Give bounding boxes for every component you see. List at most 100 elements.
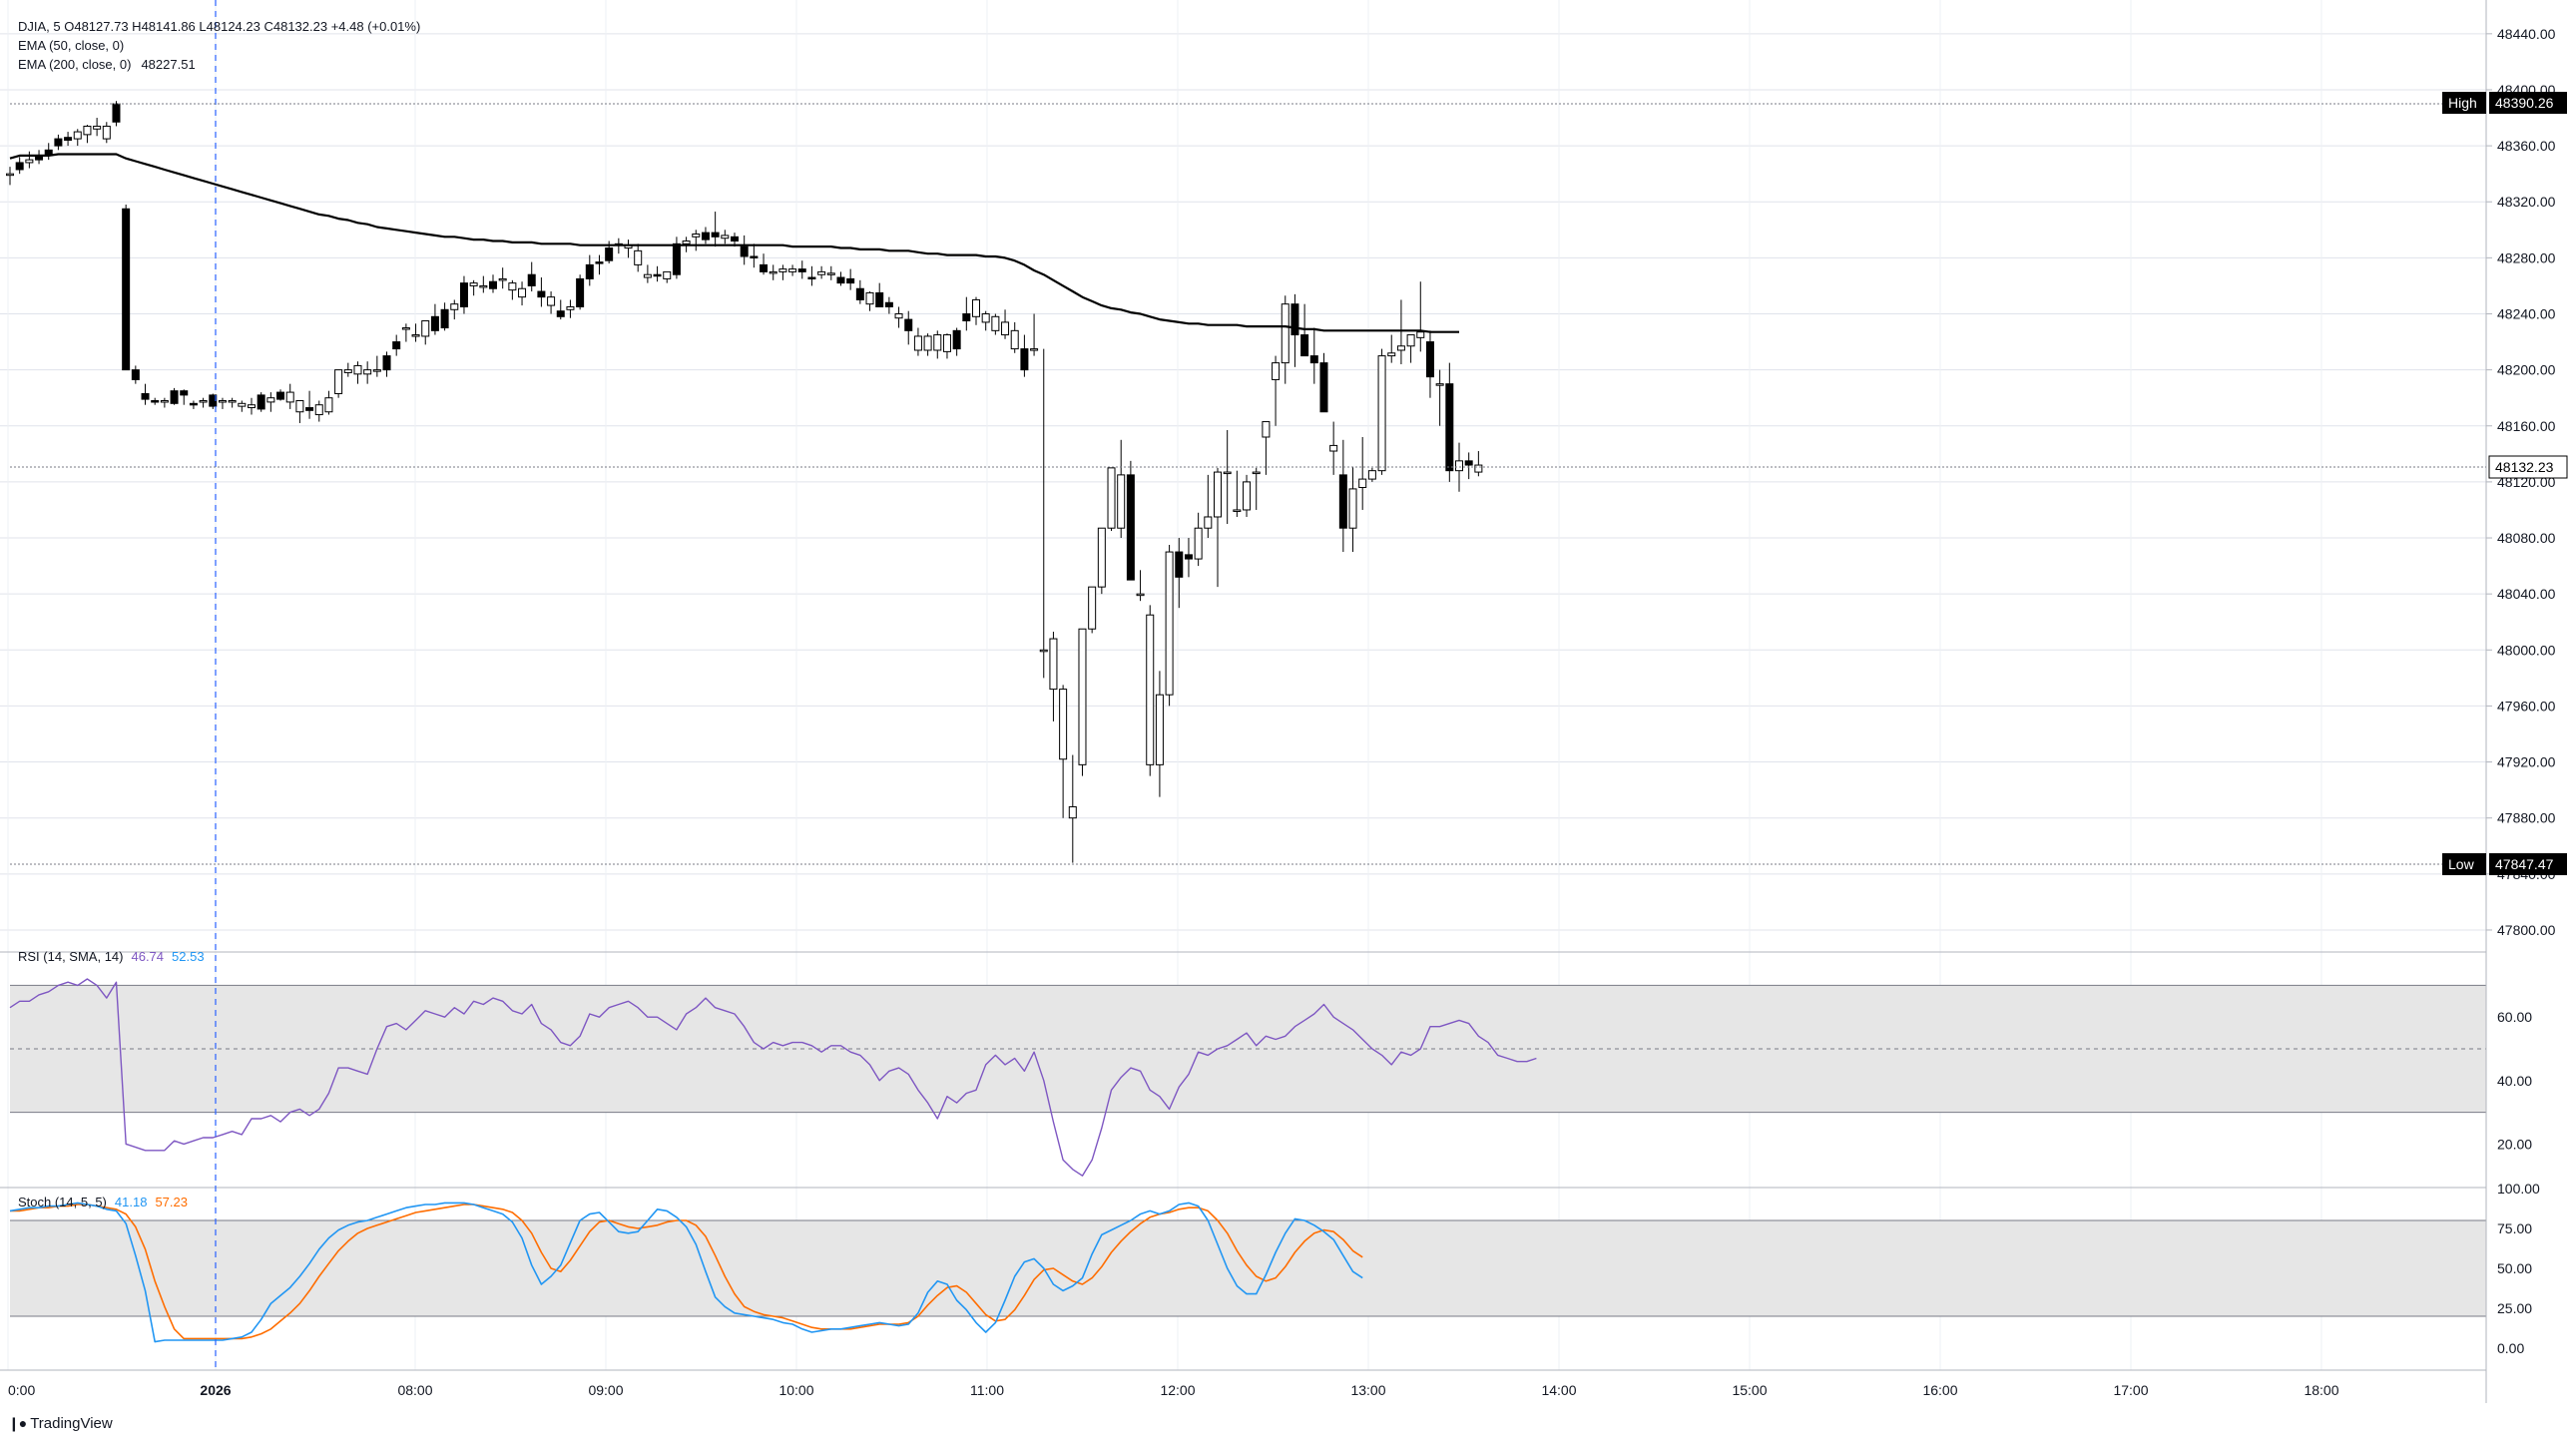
candle-body bbox=[1049, 638, 1058, 691]
candle-body bbox=[643, 273, 652, 278]
high-value: 48390.26 bbox=[2495, 95, 2554, 111]
candle-body bbox=[653, 273, 662, 277]
stoch-tick-label: 50.00 bbox=[2497, 1260, 2532, 1276]
candle-body bbox=[769, 270, 777, 274]
candle-body bbox=[1329, 444, 1338, 452]
candle-body bbox=[1262, 421, 1271, 438]
rsi-label: RSI (14, SMA, 14) 46.74 52.53 bbox=[18, 949, 205, 964]
candle-body bbox=[1126, 474, 1135, 581]
candle-body bbox=[295, 400, 304, 413]
price-tick-label: 48320.00 bbox=[2497, 194, 2556, 210]
candle-body bbox=[875, 291, 884, 307]
candle-body bbox=[760, 263, 769, 272]
candle-body bbox=[1358, 478, 1367, 489]
candle-body bbox=[1233, 509, 1242, 512]
candle-body bbox=[1300, 334, 1309, 357]
stoch-tick-label: 0.00 bbox=[2497, 1340, 2524, 1356]
candle-body bbox=[595, 261, 604, 264]
candle-body bbox=[1464, 460, 1473, 466]
candle-body bbox=[585, 263, 594, 279]
candle-body bbox=[518, 287, 527, 298]
candle-body bbox=[634, 249, 643, 265]
time-tick-label: 15:00 bbox=[1732, 1382, 1767, 1398]
candle-body bbox=[131, 369, 140, 380]
candle-body bbox=[102, 125, 111, 140]
candle-body bbox=[1078, 628, 1087, 765]
candle-body bbox=[807, 276, 816, 280]
time-tick-label: 2026 bbox=[200, 1382, 231, 1398]
candle-body bbox=[750, 255, 759, 258]
candle-body bbox=[711, 232, 720, 238]
candle-body bbox=[440, 308, 449, 329]
candle-body bbox=[1136, 593, 1145, 597]
candle-body bbox=[1455, 460, 1463, 472]
brand-name: TradingView bbox=[30, 1415, 113, 1432]
candle-body bbox=[1107, 467, 1116, 529]
time-tick-label: 16:00 bbox=[1922, 1382, 1957, 1398]
candle-body bbox=[1068, 805, 1077, 819]
time-tick-label: 0:00 bbox=[8, 1382, 35, 1398]
price-tick-label: 47880.00 bbox=[2497, 810, 2556, 826]
candle-body bbox=[1387, 352, 1396, 357]
grid-lines bbox=[0, 0, 2486, 1370]
rsi-line bbox=[9, 978, 1537, 1177]
candle-body bbox=[1416, 331, 1425, 338]
stoch-k-line bbox=[9, 1202, 1363, 1343]
candle-body bbox=[122, 208, 131, 371]
candle-body bbox=[788, 268, 797, 272]
candle-body bbox=[238, 402, 247, 407]
stoch-tick-label: 75.00 bbox=[2497, 1220, 2532, 1236]
candle-body bbox=[942, 334, 951, 352]
candle-body bbox=[93, 125, 102, 130]
candle-body bbox=[1146, 614, 1155, 765]
price-tick-label: 48160.00 bbox=[2497, 418, 2556, 434]
rsi-tick-label: 20.00 bbox=[2497, 1136, 2532, 1152]
candle-body bbox=[6, 173, 14, 177]
candle-body bbox=[1290, 303, 1299, 336]
candle-body bbox=[981, 312, 990, 323]
candle-body bbox=[228, 400, 237, 403]
candle-body bbox=[401, 327, 410, 330]
candle-body bbox=[1010, 329, 1019, 350]
candle-body bbox=[1097, 527, 1106, 588]
candle-body bbox=[1319, 362, 1328, 413]
candle-body bbox=[566, 305, 575, 310]
price-tick-label: 48200.00 bbox=[2497, 362, 2556, 378]
candle-body bbox=[527, 273, 536, 286]
candle-body bbox=[972, 298, 980, 317]
candle-body bbox=[1039, 649, 1048, 653]
ema200-line bbox=[9, 153, 1459, 333]
candle-body bbox=[83, 125, 92, 136]
candle-body bbox=[1184, 554, 1193, 560]
time-tick-label: 13:00 bbox=[1350, 1382, 1385, 1398]
candle-body bbox=[334, 369, 343, 394]
candle-body bbox=[343, 369, 352, 373]
candle-body bbox=[855, 287, 864, 300]
rsi-tick-label: 40.00 bbox=[2497, 1073, 2532, 1089]
low-value: 47847.47 bbox=[2495, 856, 2554, 872]
candle-body bbox=[817, 270, 826, 275]
candle-body bbox=[1059, 689, 1068, 760]
candle-body bbox=[324, 397, 333, 413]
candle-body bbox=[209, 394, 218, 407]
candle-body bbox=[353, 364, 362, 375]
tradingview-brand[interactable]: ❙● TradingView bbox=[8, 1415, 113, 1432]
time-tick-label: 11:00 bbox=[970, 1382, 1004, 1398]
candle-body bbox=[498, 277, 507, 281]
price-tick-label: 48000.00 bbox=[2497, 642, 2556, 658]
candle-body bbox=[1252, 471, 1261, 475]
candle-body bbox=[35, 156, 44, 161]
candle-body bbox=[1223, 471, 1232, 475]
candle-body bbox=[382, 355, 391, 371]
candle-body bbox=[218, 400, 227, 403]
stoch-tick-label: 100.00 bbox=[2497, 1181, 2540, 1197]
tradingview-logo-icon: ❙● bbox=[8, 1415, 27, 1431]
candle-body bbox=[363, 369, 372, 375]
chart-marks bbox=[6, 101, 1537, 1343]
price-tick-label: 48440.00 bbox=[2497, 26, 2556, 42]
low-value-tag bbox=[2489, 853, 2567, 875]
stoch-axis-labels: 0.00 25.00 50.00 75.00 100.00 bbox=[2497, 1181, 2540, 1356]
candle-body bbox=[1445, 383, 1454, 472]
candle-body bbox=[1474, 464, 1483, 473]
rsi-tick-label: 60.00 bbox=[2497, 1009, 2532, 1025]
